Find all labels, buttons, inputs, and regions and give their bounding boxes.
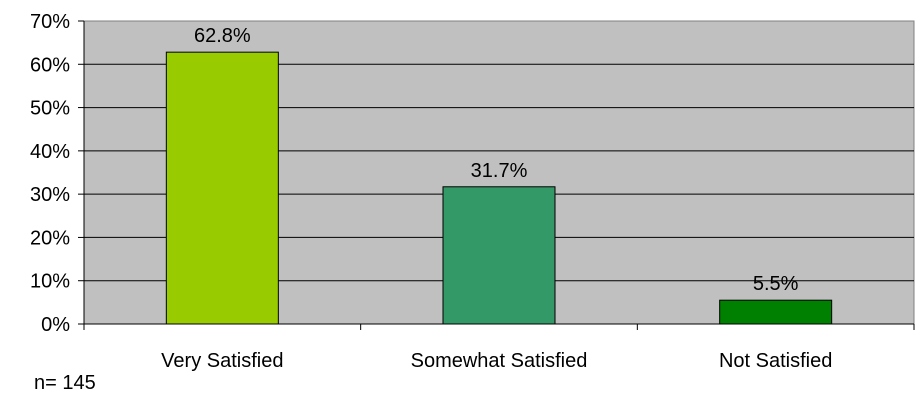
y-tick-label: 50% (30, 98, 70, 120)
y-axis-tick-labels: 0% 10% 20% 30% 40% 50% 60% 70% (30, 11, 70, 336)
data-labels: 62.8% 31.7% 5.5% (194, 25, 799, 295)
y-tick-label: 10% (30, 271, 70, 293)
y-tick-label: 70% (30, 11, 70, 33)
sample-size-note: n= 145 (34, 372, 96, 394)
y-tick-label: 60% (30, 54, 70, 76)
x-tick-label: Somewhat Satisfied (411, 350, 588, 372)
axes (83, 21, 915, 330)
x-tick-label: Very Satisfied (161, 350, 283, 372)
bar (719, 299, 833, 325)
y-tick-label: 30% (30, 184, 70, 206)
x-axis-tick-labels: Very Satisfied Somewhat Satisfied Not Sati… (161, 350, 832, 372)
y-tick-label: 0% (41, 314, 70, 336)
y-tick-label: 20% (30, 227, 70, 249)
bars (165, 51, 833, 325)
bar (442, 186, 556, 325)
bar (165, 51, 279, 325)
data-label: 31.7% (471, 160, 528, 182)
x-tick-label: Not Satisfied (719, 350, 832, 372)
data-label: 62.8% (194, 25, 251, 47)
y-tick-label: 40% (30, 141, 70, 163)
data-label: 5.5% (753, 273, 799, 295)
